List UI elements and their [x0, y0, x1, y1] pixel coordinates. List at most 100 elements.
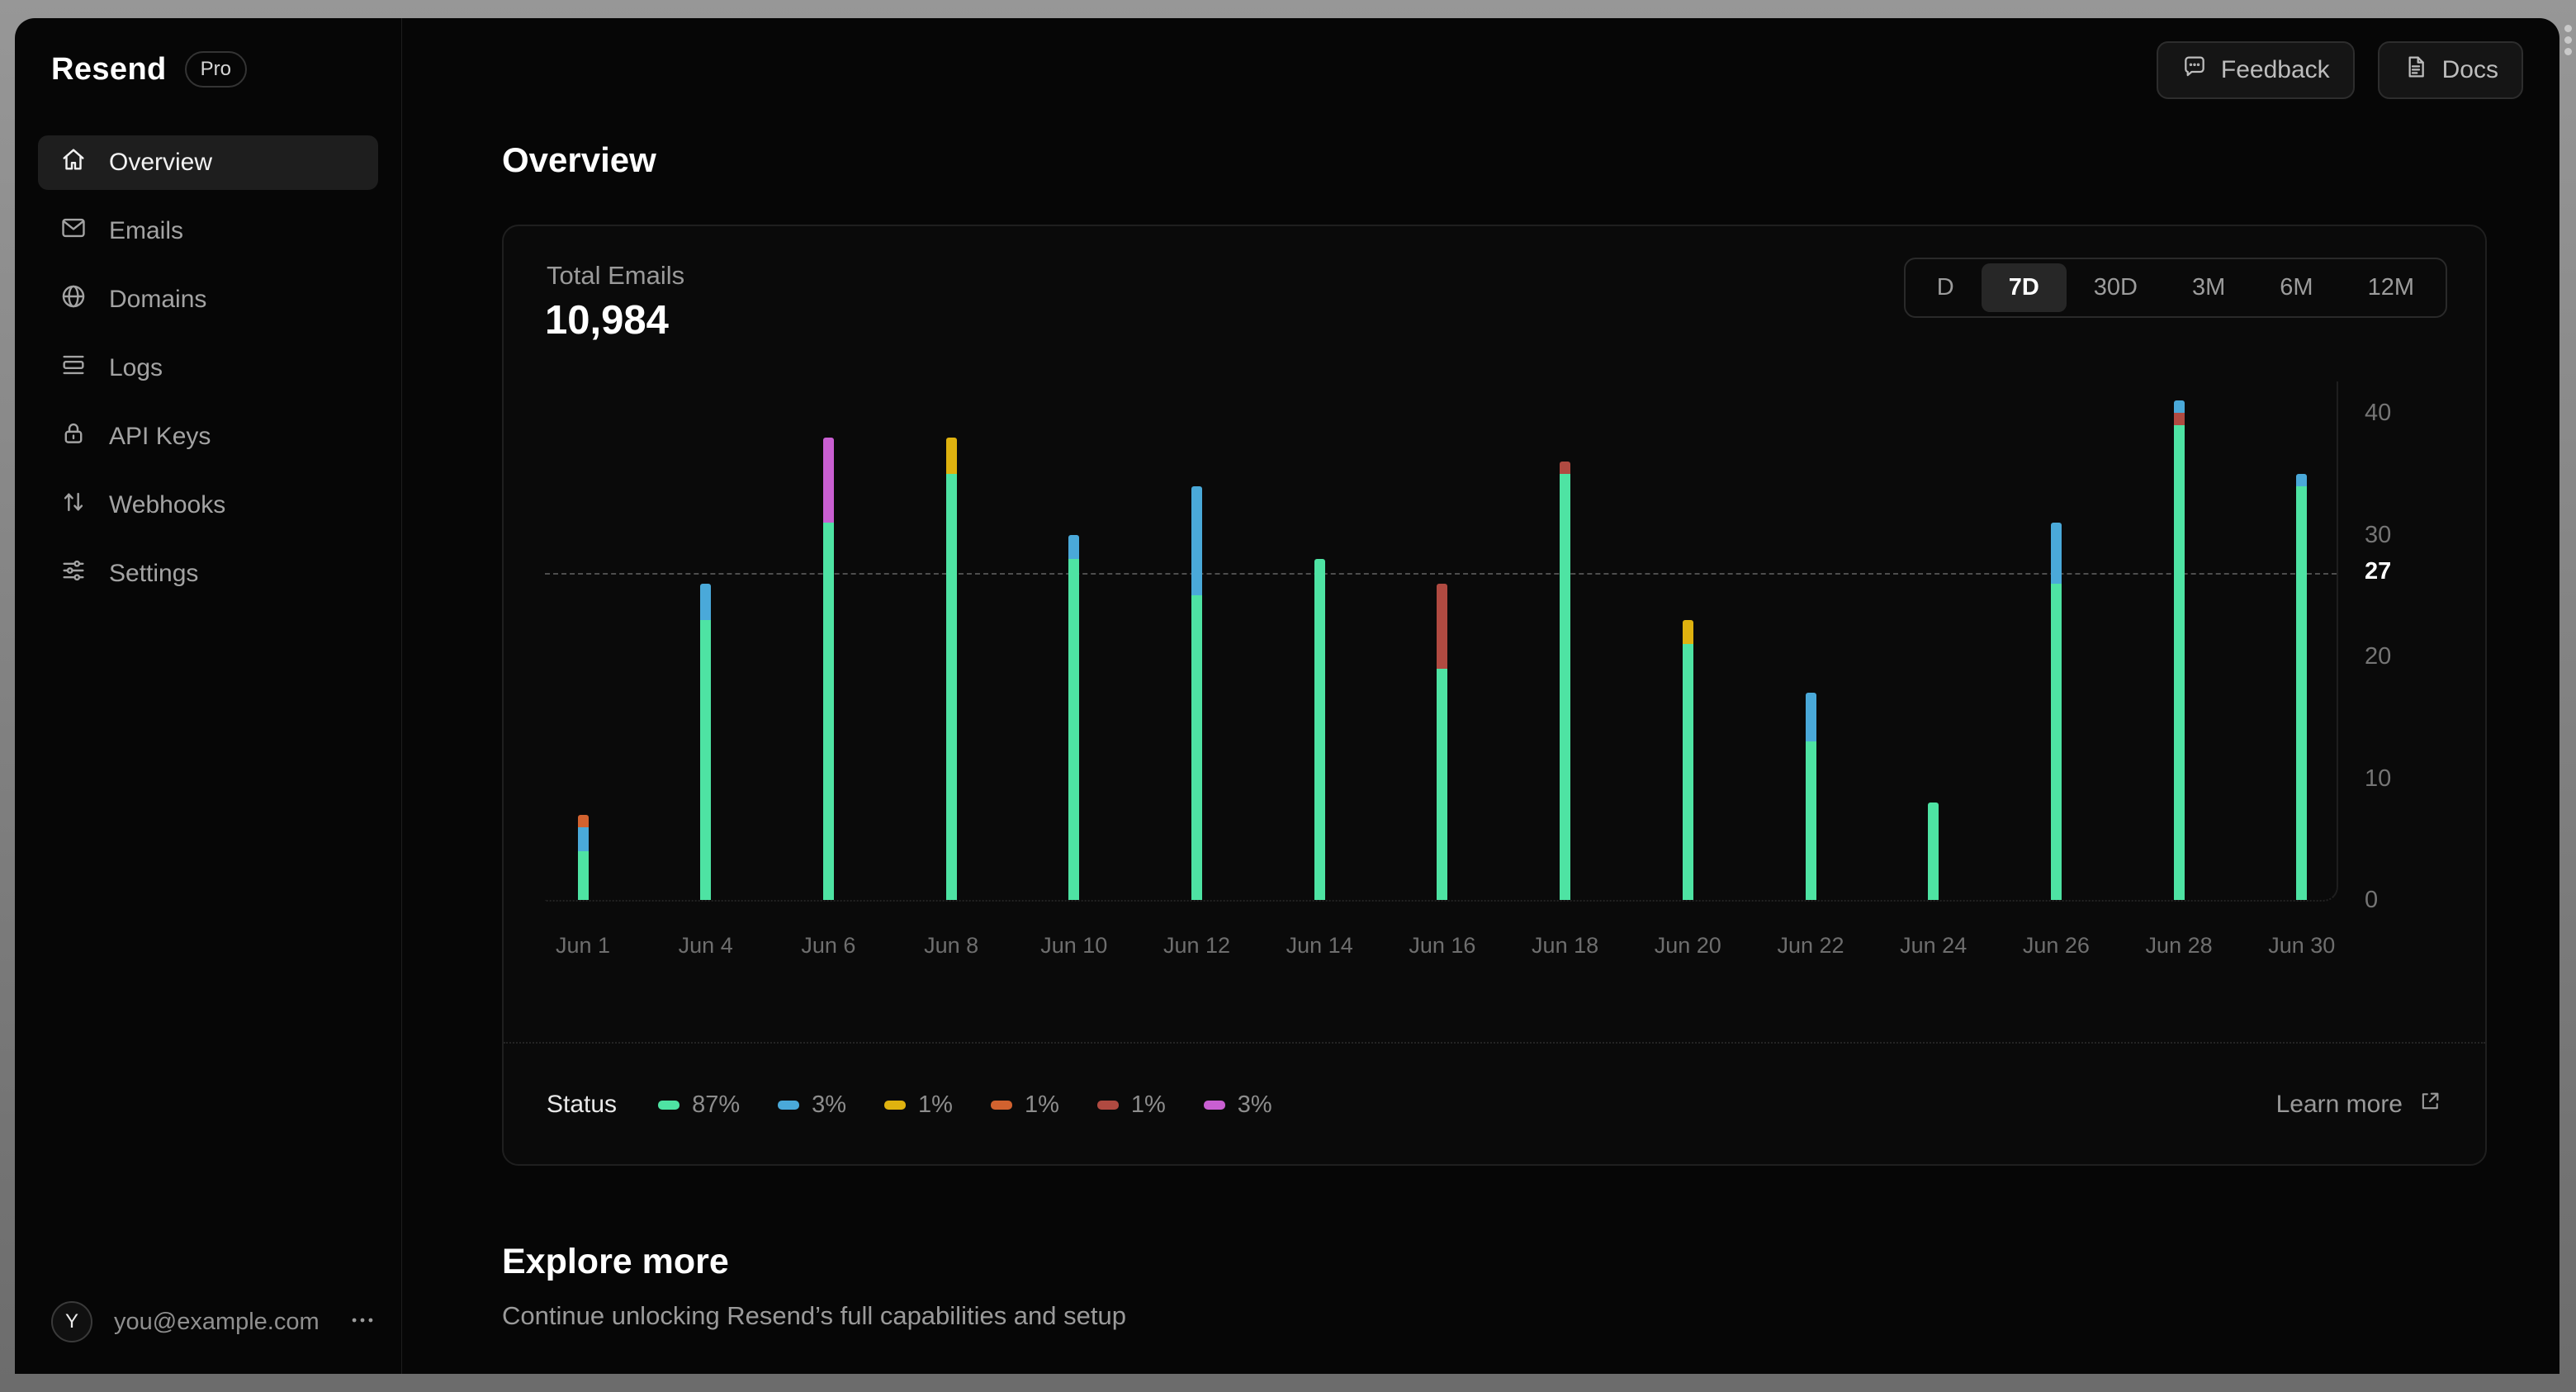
bar-jun-6[interactable]: [822, 437, 834, 900]
x-tick-label: Jun 18: [1532, 933, 1599, 958]
bar-jun-30[interactable]: [2296, 473, 2308, 900]
plan-badge: Pro: [184, 51, 248, 88]
sidebar-nav: Overview Emails Domains Logs API Keys Webhook…: [38, 135, 378, 601]
x-tick-label: Jun 12: [1163, 933, 1231, 958]
legend-swatch-magenta: [1203, 1100, 1225, 1110]
bar-jun-8[interactable]: [945, 437, 957, 900]
range-tab-7d[interactable]: 7D: [1981, 263, 2067, 312]
bar-jun-16[interactable]: [1437, 583, 1448, 900]
range-tab-12m[interactable]: 12M: [2367, 274, 2414, 301]
bar-jun-24[interactable]: [1928, 803, 1939, 900]
user-menu-ellipsis-icon[interactable]: [348, 1306, 376, 1338]
sidebar-item-emails[interactable]: Emails: [38, 204, 378, 258]
bar-jun-1[interactable]: [577, 814, 589, 900]
bar-jun-22[interactable]: [1805, 693, 1816, 900]
legend-percent: 3%: [812, 1091, 847, 1118]
legend-swatch-yellow: [884, 1100, 907, 1110]
bar-jun-26[interactable]: [2050, 522, 2062, 900]
sidebar-item-label: Logs: [109, 354, 163, 381]
user-row[interactable]: Y you@example.com: [51, 1301, 376, 1342]
legend-percent: 1%: [1024, 1091, 1059, 1118]
learn-more-link[interactable]: Learn more: [2276, 1089, 2442, 1120]
feedback-icon: [2181, 54, 2208, 87]
stacked-bar-chart: [545, 381, 2338, 902]
bar-jun-28[interactable]: [2173, 400, 2185, 900]
bar-jun-12[interactable]: [1191, 485, 1202, 900]
legend-item-blue: 3%: [778, 1091, 846, 1119]
sidebar-item-domains[interactable]: Domains: [38, 272, 378, 327]
x-tick-label: Jun 22: [1777, 933, 1844, 958]
y-tick-label: 20: [2365, 643, 2392, 670]
range-tab-d[interactable]: D: [1936, 274, 1954, 301]
time-range-selector: D 7D 30D 3M 6M 12M: [1903, 258, 2447, 318]
status-legend: 87% 3% 1% 1% 1% 3%: [658, 1091, 1272, 1119]
y-tick-label: 30: [2365, 521, 2392, 548]
card-footer: Status 87% 3% 1% 1% 1% 3% Learn more: [547, 1044, 2442, 1166]
x-tick-label: Jun 8: [924, 933, 979, 958]
total-emails-card: Total Emails 10,984 D 7D 30D 3M 6M 12M Jun 1 J…: [502, 225, 2487, 1166]
sidebar-item-settings[interactable]: Settings: [38, 547, 378, 601]
window-grip-dots: [2564, 25, 2572, 55]
range-tab-30d[interactable]: 30D: [2093, 274, 2138, 301]
legend-item-red: 1%: [1096, 1091, 1166, 1119]
legend-percent: 87%: [692, 1091, 741, 1118]
x-tick-label: Jun 20: [1654, 933, 1721, 958]
bar-jun-10[interactable]: [1068, 534, 1080, 900]
external-link-icon: [2417, 1089, 2442, 1120]
legend-swatch-green: [658, 1100, 680, 1110]
legend-item-orange: 1%: [990, 1091, 1059, 1119]
metric-value: 10,984: [545, 298, 669, 343]
range-tab-3m[interactable]: 3M: [2191, 274, 2226, 301]
card-footer-divider: [504, 1042, 2485, 1044]
y-tick-label: 40: [2365, 400, 2392, 426]
sidebar-item-logs[interactable]: Logs: [38, 341, 378, 395]
webhooks-icon: [59, 488, 88, 523]
legend-item-yellow: 1%: [884, 1091, 953, 1119]
x-tick-label: Jun 28: [2145, 933, 2213, 958]
docs-button[interactable]: Docs: [2377, 41, 2523, 99]
legend-item-magenta: 3%: [1203, 1091, 1272, 1119]
x-tick-label: Jun 6: [801, 933, 856, 958]
user-email: you@example.com: [114, 1308, 320, 1335]
sidebar-item-label: Webhooks: [109, 491, 226, 518]
range-tab-6m[interactable]: 6M: [2280, 274, 2313, 301]
x-tick-label: Jun 1: [555, 933, 611, 958]
legend-percent: 3%: [1237, 1091, 1272, 1118]
sidebar-item-webhooks[interactable]: Webhooks: [38, 478, 378, 533]
settings-icon: [59, 556, 88, 591]
sidebar-item-label: Overview: [109, 149, 213, 176]
sidebar-item-label: Settings: [109, 560, 199, 587]
docs-label: Docs: [2441, 56, 2498, 83]
legend-item-green: 87%: [658, 1091, 740, 1119]
mail-icon: [59, 214, 88, 249]
sidebar-item-api-keys[interactable]: API Keys: [38, 410, 378, 464]
legend-swatch-orange: [990, 1100, 1012, 1110]
learn-more-label: Learn more: [2275, 1091, 2403, 1118]
explore-subtitle: Continue unlocking Resend’s full capabil…: [502, 1301, 1126, 1330]
x-tick-label: Jun 16: [1409, 933, 1476, 958]
x-tick-label: Jun 26: [2022, 933, 2090, 958]
metric-label: Total Emails: [547, 261, 685, 290]
feedback-label: Feedback: [2220, 56, 2330, 83]
x-tick-label: Jun 24: [1900, 933, 1968, 958]
legend-swatch-red: [1096, 1100, 1119, 1110]
bar-jun-18[interactable]: [1560, 462, 1571, 900]
sidebar: Resend Pro Overview Emails Domains Logs API …: [15, 18, 402, 1374]
app-window: Resend Pro Overview Emails Domains Logs API …: [15, 18, 2559, 1374]
status-label: Status: [547, 1091, 618, 1118]
brand-row: Resend Pro: [51, 51, 248, 88]
bar-jun-4[interactable]: [700, 583, 712, 900]
page-title: Overview: [502, 140, 656, 179]
logs-icon: [59, 351, 88, 386]
home-icon: [59, 145, 88, 180]
sidebar-item-label: Domains: [109, 286, 207, 313]
x-tick-label: Jun 30: [2268, 933, 2336, 958]
feedback-button[interactable]: Feedback: [2156, 41, 2355, 99]
bar-jun-14[interactable]: [1314, 559, 1325, 900]
reference-line: [545, 572, 2337, 575]
x-tick-label: Jun 4: [678, 933, 733, 958]
lock-icon: [59, 419, 88, 454]
x-tick-label: Jun 14: [1286, 933, 1353, 958]
sidebar-item-overview[interactable]: Overview: [38, 135, 378, 190]
bar-jun-20[interactable]: [1682, 619, 1693, 900]
